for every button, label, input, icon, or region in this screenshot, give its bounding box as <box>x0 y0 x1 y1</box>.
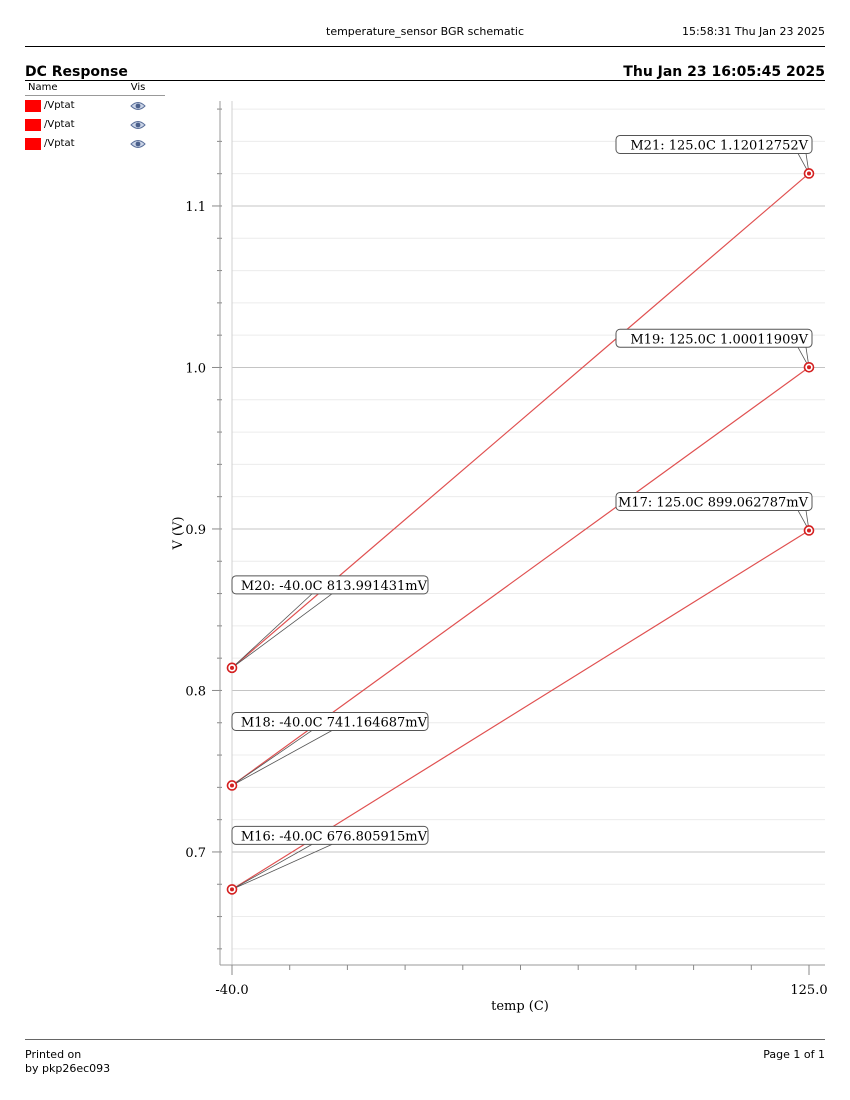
eye-icon[interactable] <box>130 120 146 130</box>
marker-label: M21: 125.0C 1.12012752V <box>630 138 808 153</box>
dc-response-chart: 0.7 0.8 0.9 1.0 1.1 -40.0 125.0 temp (C) V (V) M2… <box>171 101 828 1014</box>
plot-title: DC Response <box>25 64 128 80</box>
marker-point <box>807 171 811 176</box>
marker-callout-box <box>231 575 429 595</box>
x-tick-label: -40.0 <box>215 983 248 998</box>
footer-divider <box>25 1039 825 1040</box>
eye-icon[interactable] <box>130 101 146 111</box>
y-tick-label: 0.9 <box>185 523 206 538</box>
plot-date: Thu Jan 23 16:05:45 2025 <box>623 64 825 80</box>
x-tick-label: 125.0 <box>790 983 827 998</box>
y-tick-label: 1.0 <box>185 361 206 376</box>
legend-swatch <box>25 118 41 131</box>
marker-point <box>230 665 234 670</box>
marker-callout-pointer <box>231 844 333 890</box>
title-divider <box>25 80 825 81</box>
marker-callout-box <box>231 711 429 731</box>
marker-point <box>807 365 811 370</box>
document-title: temperature_sensor BGR schematic <box>326 25 524 38</box>
legend-item[interactable]: /Vptat <box>25 115 165 134</box>
legend-name-header: Name <box>28 82 58 93</box>
page-number: Page 1 of 1 <box>763 1048 825 1061</box>
eye-icon[interactable] <box>130 139 146 149</box>
legend-item-label: /Vptat <box>44 100 75 111</box>
legend-header: Name Vis <box>25 82 165 96</box>
legend-vis-header: Vis <box>130 82 146 93</box>
printed-on-label: Printed on <box>25 1048 82 1061</box>
printed-by-label: by pkp26ec093 <box>25 1062 111 1075</box>
marker-callout-box <box>615 328 813 348</box>
legend-item-label: /Vptat <box>44 119 75 130</box>
marker-callout-box <box>615 491 813 511</box>
legend: Name Vis /Vptat/Vptat/Vptat <box>25 82 165 153</box>
legend-item[interactable]: /Vptat <box>25 96 165 115</box>
marker-callout-pointer <box>231 730 333 786</box>
marker-point <box>807 528 811 533</box>
legend-item-label: /Vptat <box>44 138 75 149</box>
marker-label: M17: 125.0C 899.062787mV <box>618 495 809 510</box>
marker-point <box>230 783 234 788</box>
legend-swatch <box>25 137 41 150</box>
marker-point <box>230 887 234 892</box>
y-tick-label: 1.1 <box>185 200 206 215</box>
marker-label: M19: 125.0C 1.00011909V <box>630 332 808 347</box>
footer-print-info: Printed on by pkp26ec093 <box>25 1048 110 1076</box>
marker-label: M16: -40.0C 676.805915mV <box>241 829 428 844</box>
y-tick-label: 0.8 <box>185 684 206 699</box>
marker-callout-box <box>231 825 429 845</box>
marker-callout-pointer <box>231 593 333 669</box>
legend-swatch <box>25 99 41 112</box>
marker-label: M18: -40.0C 741.164687mV <box>241 715 428 730</box>
marker-callout-box <box>615 134 813 154</box>
x-axis-label: temp (C) <box>491 999 549 1014</box>
document-timestamp: 15:58:31 Thu Jan 23 2025 <box>682 25 825 38</box>
y-axis-label: V (V) <box>171 516 186 550</box>
header-divider <box>25 46 825 47</box>
y-tick-label: 0.7 <box>185 846 206 861</box>
marker-label: M20: -40.0C 813.991431mV <box>241 579 428 594</box>
legend-item[interactable]: /Vptat <box>25 134 165 153</box>
